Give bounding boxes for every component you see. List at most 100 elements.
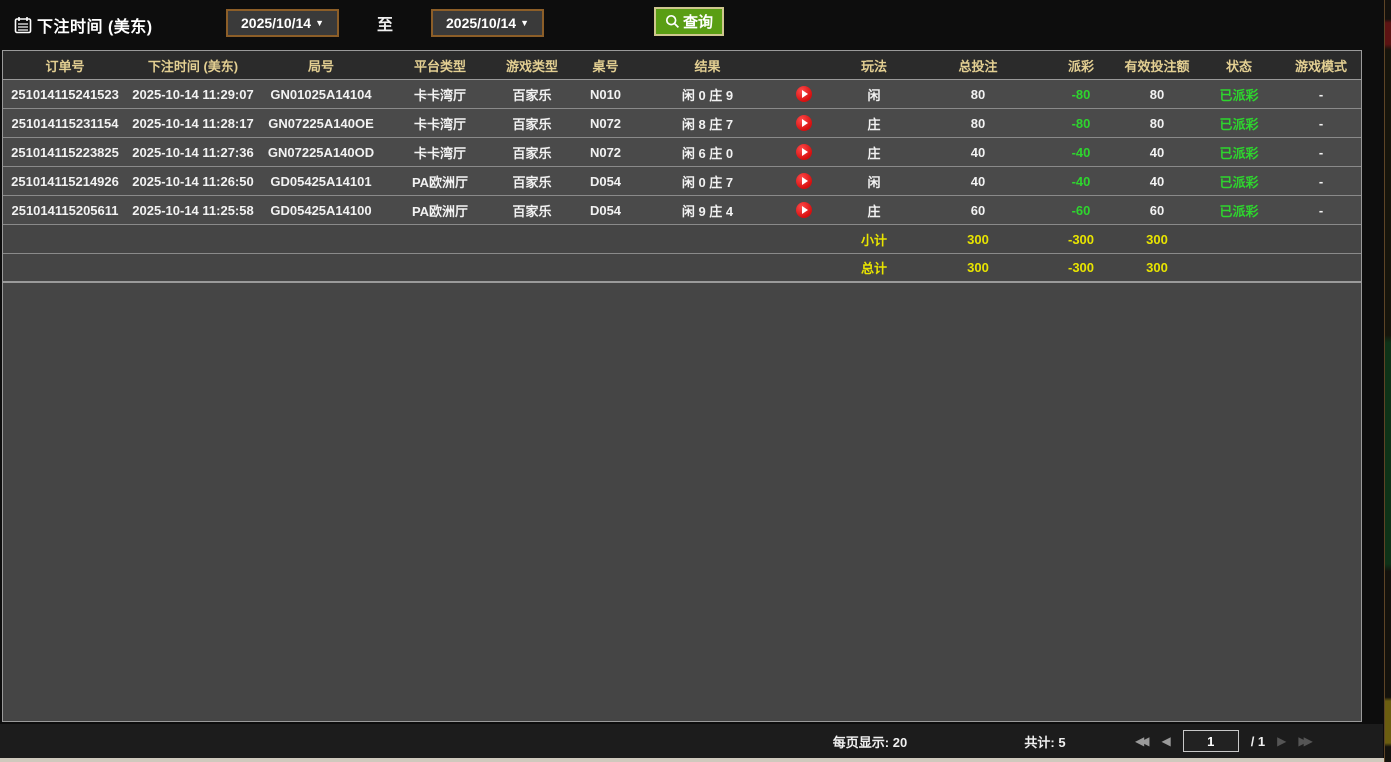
cell-order-no: 251014115223825 (11, 144, 119, 160)
date-range-to-label: 至 (377, 17, 394, 34)
replay-video-icon[interactable] (796, 144, 812, 161)
pager: ◀◀ ◀ / 1 ▶ ▶▶ (1135, 730, 1313, 752)
col-header-result: 结果 (694, 58, 721, 74)
cell-order-no: 251014115214926 (11, 173, 119, 189)
underlying-window-sliver (1384, 0, 1391, 762)
grand-total-row: 总计 300 -300 300 (3, 254, 1361, 283)
cell-table-no: D054 (589, 202, 622, 218)
table-body: 251014115241523 2025-10-14 11:29:07 GN01… (3, 80, 1361, 225)
cell-payout: -40 (1071, 144, 1091, 160)
cell-valid-bet: 80 (1149, 86, 1165, 102)
date-from-picker[interactable]: 2025/10/14 ▼ (226, 9, 339, 37)
cell-platform: 卡卡湾厅 (413, 87, 466, 103)
col-header-platform: 平台类型 (413, 58, 466, 74)
grand-total-payout: -300 (1067, 260, 1095, 275)
cell-order-no: 251014115231154 (11, 115, 119, 131)
search-icon (665, 14, 680, 28)
bet-time-label-group: 下注时间 (美东) (14, 13, 226, 37)
cell-total-bet: 80 (970, 86, 986, 102)
cell-game-type: 百家乐 (512, 174, 552, 190)
cell-platform: 卡卡湾厅 (413, 116, 466, 132)
cell-result: 闲 0 庄 7 (681, 174, 734, 190)
cell-game-mode: - (1318, 86, 1324, 102)
page-total: / 1 (1250, 733, 1266, 749)
cell-round-no: GN01025A14104 (270, 86, 372, 102)
cell-table-no: N010 (589, 86, 622, 102)
col-header-order-no: 订单号 (45, 58, 85, 74)
cell-play: 闲 (867, 87, 881, 103)
cell-payout: -80 (1071, 86, 1091, 102)
filter-toolbar: 下注时间 (美东) 2025/10/14 ▼ 至 2025/10/14 ▼ 查询 (0, 0, 1383, 50)
cell-payout: -80 (1071, 115, 1091, 131)
cell-game-type: 百家乐 (512, 116, 552, 132)
chevron-down-icon: ▼ (520, 18, 530, 28)
date-to-picker[interactable]: 2025/10/14 ▼ (431, 9, 545, 37)
query-button[interactable]: 查询 (654, 6, 725, 36)
cell-game-type: 百家乐 (512, 87, 552, 103)
subtotal-total-bet: 300 (967, 231, 989, 247)
date-from-value: 2025/10/14 (241, 15, 312, 31)
page-number-input[interactable] (1182, 730, 1239, 752)
subtotal-valid-bet: 300 (1146, 231, 1168, 247)
cell-bet-time: 2025-10-14 11:25:58 (132, 202, 254, 218)
per-page-display: 每页显示: 20 (832, 734, 908, 750)
cell-total-bet: 80 (970, 115, 986, 131)
cell-platform: PA欧洲厅 (411, 174, 469, 190)
cell-play: 庄 (867, 116, 881, 132)
cell-result: 闲 0 庄 9 (681, 87, 734, 103)
cell-result: 闲 6 庄 0 (681, 145, 734, 161)
table-row: 251014115214926 2025-10-14 11:26:50 GD05… (3, 167, 1361, 196)
first-page-icon[interactable]: ◀◀ (1135, 734, 1150, 748)
cell-game-mode: - (1318, 115, 1324, 131)
cell-valid-bet: 40 (1149, 173, 1165, 189)
cell-result: 闲 9 庄 4 (681, 203, 734, 219)
last-page-icon[interactable]: ▶▶ (1298, 734, 1313, 748)
cell-play: 庄 (867, 145, 881, 161)
cell-result: 闲 8 庄 7 (681, 116, 734, 132)
cell-total-bet: 40 (970, 144, 986, 160)
replay-video-icon[interactable] (796, 115, 812, 132)
next-page-icon[interactable]: ▶ (1277, 734, 1286, 748)
cell-valid-bet: 80 (1149, 115, 1165, 131)
grand-total-label: 总计 (860, 261, 887, 276)
cell-game-type: 百家乐 (512, 203, 552, 219)
table-row: 251014115231154 2025-10-14 11:28:17 GN07… (3, 109, 1361, 138)
cell-status: 已派彩 (1219, 203, 1259, 219)
subtotal-row: 小计 300 -300 300 (3, 225, 1361, 254)
cell-play: 闲 (867, 174, 881, 190)
cell-platform: PA欧洲厅 (411, 203, 469, 219)
chevron-down-icon: ▼ (315, 18, 324, 28)
col-header-game-type: 游戏类型 (505, 58, 558, 74)
calendar-icon (14, 17, 32, 34)
col-header-game-mode: 游戏模式 (1294, 58, 1347, 74)
replay-video-icon[interactable] (796, 202, 812, 219)
cell-bet-time: 2025-10-14 11:28:17 (132, 115, 254, 131)
subtotal-payout: -300 (1067, 231, 1095, 247)
cell-order-no: 251014115205611 (11, 202, 119, 218)
table-empty-area (3, 283, 1361, 721)
pagination-footer: 每页显示: 20 共计: 5 ◀◀ ◀ / 1 ▶ ▶▶ (0, 724, 1383, 758)
prev-page-icon[interactable]: ◀ (1161, 734, 1170, 748)
cell-total-bet: 40 (970, 173, 986, 189)
cell-round-no: GD05425A14100 (270, 202, 372, 218)
replay-video-icon[interactable] (796, 173, 812, 190)
cell-total-bet: 60 (970, 202, 986, 218)
cell-bet-time: 2025-10-14 11:27:36 (132, 144, 254, 160)
table-row: 251014115205611 2025-10-14 11:25:58 GD05… (3, 196, 1361, 225)
cell-game-mode: - (1318, 173, 1324, 189)
col-header-bet-time: 下注时间 (美东) (147, 58, 239, 74)
cell-game-type: 百家乐 (512, 145, 552, 161)
cell-game-mode: - (1318, 144, 1324, 160)
cell-bet-time: 2025-10-14 11:29:07 (132, 86, 254, 102)
subtotal-label: 小计 (860, 232, 887, 248)
col-header-valid-bet: 有效投注额 (1124, 58, 1190, 74)
cell-status: 已派彩 (1219, 145, 1259, 161)
col-header-payout: 派彩 (1067, 58, 1094, 74)
cell-table-no: N072 (589, 144, 622, 160)
cell-platform: 卡卡湾厅 (413, 145, 466, 161)
cell-table-no: D054 (589, 173, 622, 189)
table-header-row: 订单号 下注时间 (美东) 局号 平台类型 游戏类型 桌号 结果 玩法 总投注 … (3, 51, 1361, 80)
cell-status: 已派彩 (1219, 174, 1259, 190)
replay-video-icon[interactable] (796, 86, 812, 103)
query-button-label: 查询 (683, 13, 714, 31)
